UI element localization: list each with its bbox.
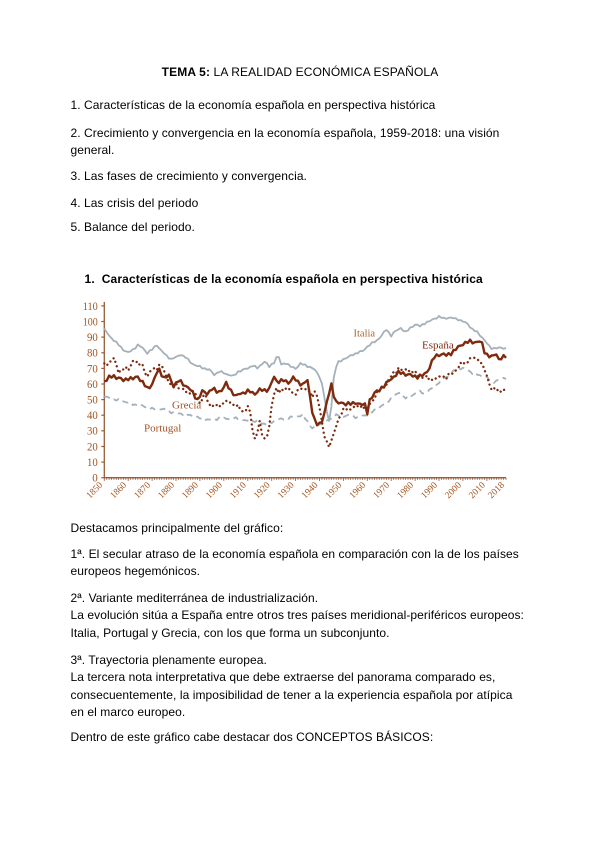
svg-text:1930: 1930: [276, 480, 297, 501]
svg-text:1880: 1880: [157, 480, 178, 501]
svg-text:1990: 1990: [420, 480, 441, 501]
svg-text:50: 50: [87, 393, 98, 407]
svg-text:10: 10: [87, 455, 98, 469]
svg-text:110: 110: [83, 299, 98, 313]
svg-text:90: 90: [87, 330, 98, 344]
svg-text:1940: 1940: [300, 480, 321, 501]
svg-text:20: 20: [87, 439, 98, 453]
svg-text:80: 80: [87, 346, 98, 360]
svg-text:60: 60: [87, 377, 98, 391]
svg-text:1960: 1960: [348, 480, 369, 501]
svg-text:1890: 1890: [180, 480, 201, 501]
svg-text:España: España: [422, 340, 454, 352]
svg-text:Italia: Italia: [354, 329, 376, 340]
svg-text:1860: 1860: [109, 480, 130, 501]
svg-text:1970: 1970: [372, 480, 393, 501]
svg-text:1980: 1980: [396, 480, 417, 501]
svg-text:100: 100: [83, 314, 98, 328]
svg-text:1850: 1850: [85, 480, 106, 501]
svg-text:0: 0: [92, 471, 98, 485]
svg-text:1900: 1900: [204, 480, 225, 501]
svg-text:Portugal: Portugal: [144, 422, 181, 434]
svg-text:Grecia: Grecia: [172, 399, 201, 411]
svg-text:1920: 1920: [252, 480, 273, 501]
svg-text:70: 70: [87, 361, 98, 375]
svg-text:2010: 2010: [467, 480, 488, 501]
svg-text:1950: 1950: [324, 480, 345, 501]
svg-text:40: 40: [87, 408, 98, 422]
svg-text:30: 30: [87, 424, 98, 438]
svg-text:1910: 1910: [228, 480, 249, 501]
svg-text:2000: 2000: [444, 480, 465, 501]
svg-text:2018: 2018: [487, 480, 508, 501]
svg-text:1870: 1870: [133, 480, 154, 501]
